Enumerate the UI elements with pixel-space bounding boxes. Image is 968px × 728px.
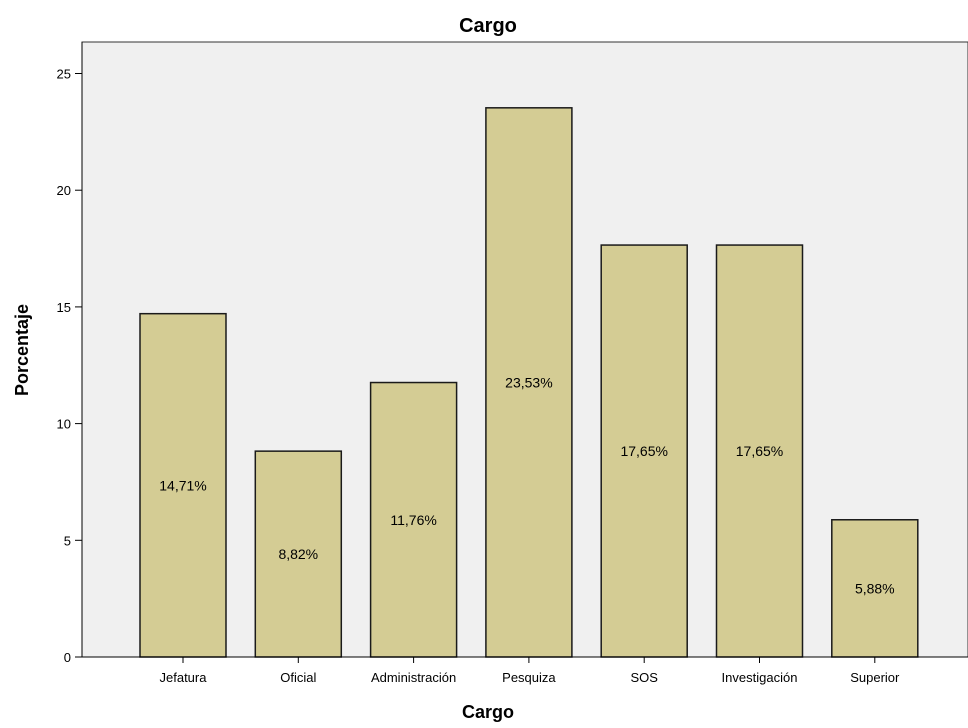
bars: 14,71% 8,82% 11,76% 23,53% 17,65% 17,65% 5,88% [139, 107, 919, 658]
x-tick-label: SOS [630, 670, 658, 685]
y-tick-label: 20 [57, 183, 71, 198]
bar-sos [600, 244, 688, 658]
y-axis-title: Porcentaje [12, 304, 32, 396]
bar-data-label: 5,88% [855, 580, 895, 596]
x-axis-title: Cargo [462, 702, 514, 722]
y-tick-label: 15 [57, 300, 71, 315]
bar-superior [831, 519, 919, 658]
x-tick-label: Pesquiza [502, 670, 556, 685]
y-tick-label: 5 [64, 533, 71, 548]
bar-data-label: 23,53% [505, 374, 552, 390]
bar-jefatura [139, 312, 227, 658]
bar-data-label: 11,76% [390, 512, 436, 528]
bar-data-label: 17,65% [620, 443, 667, 459]
x-tick-label: Jefatura [160, 670, 208, 685]
y-tick-label: 10 [57, 417, 71, 432]
bar-pesquiza [485, 107, 573, 658]
x-tick-label: Administración [371, 670, 456, 685]
x-axis-ticks: Jefatura Oficial Administración Pesquiza SOS… [160, 657, 900, 685]
bar-investigación [715, 244, 804, 658]
x-tick-label: Oficial [280, 670, 316, 685]
x-tick-label: Investigación [722, 670, 798, 685]
bar-data-label: 17,65% [736, 443, 783, 459]
bar-data-label: 8,82% [278, 546, 318, 562]
y-tick-label: 25 [57, 67, 71, 82]
x-tick-label: Superior [850, 670, 900, 685]
chart-title: Cargo [459, 15, 517, 37]
y-tick-label: 0 [64, 650, 71, 665]
bar-data-label: 14,71% [159, 477, 206, 493]
y-axis-ticks: 0 5 10 15 20 25 [57, 67, 82, 665]
